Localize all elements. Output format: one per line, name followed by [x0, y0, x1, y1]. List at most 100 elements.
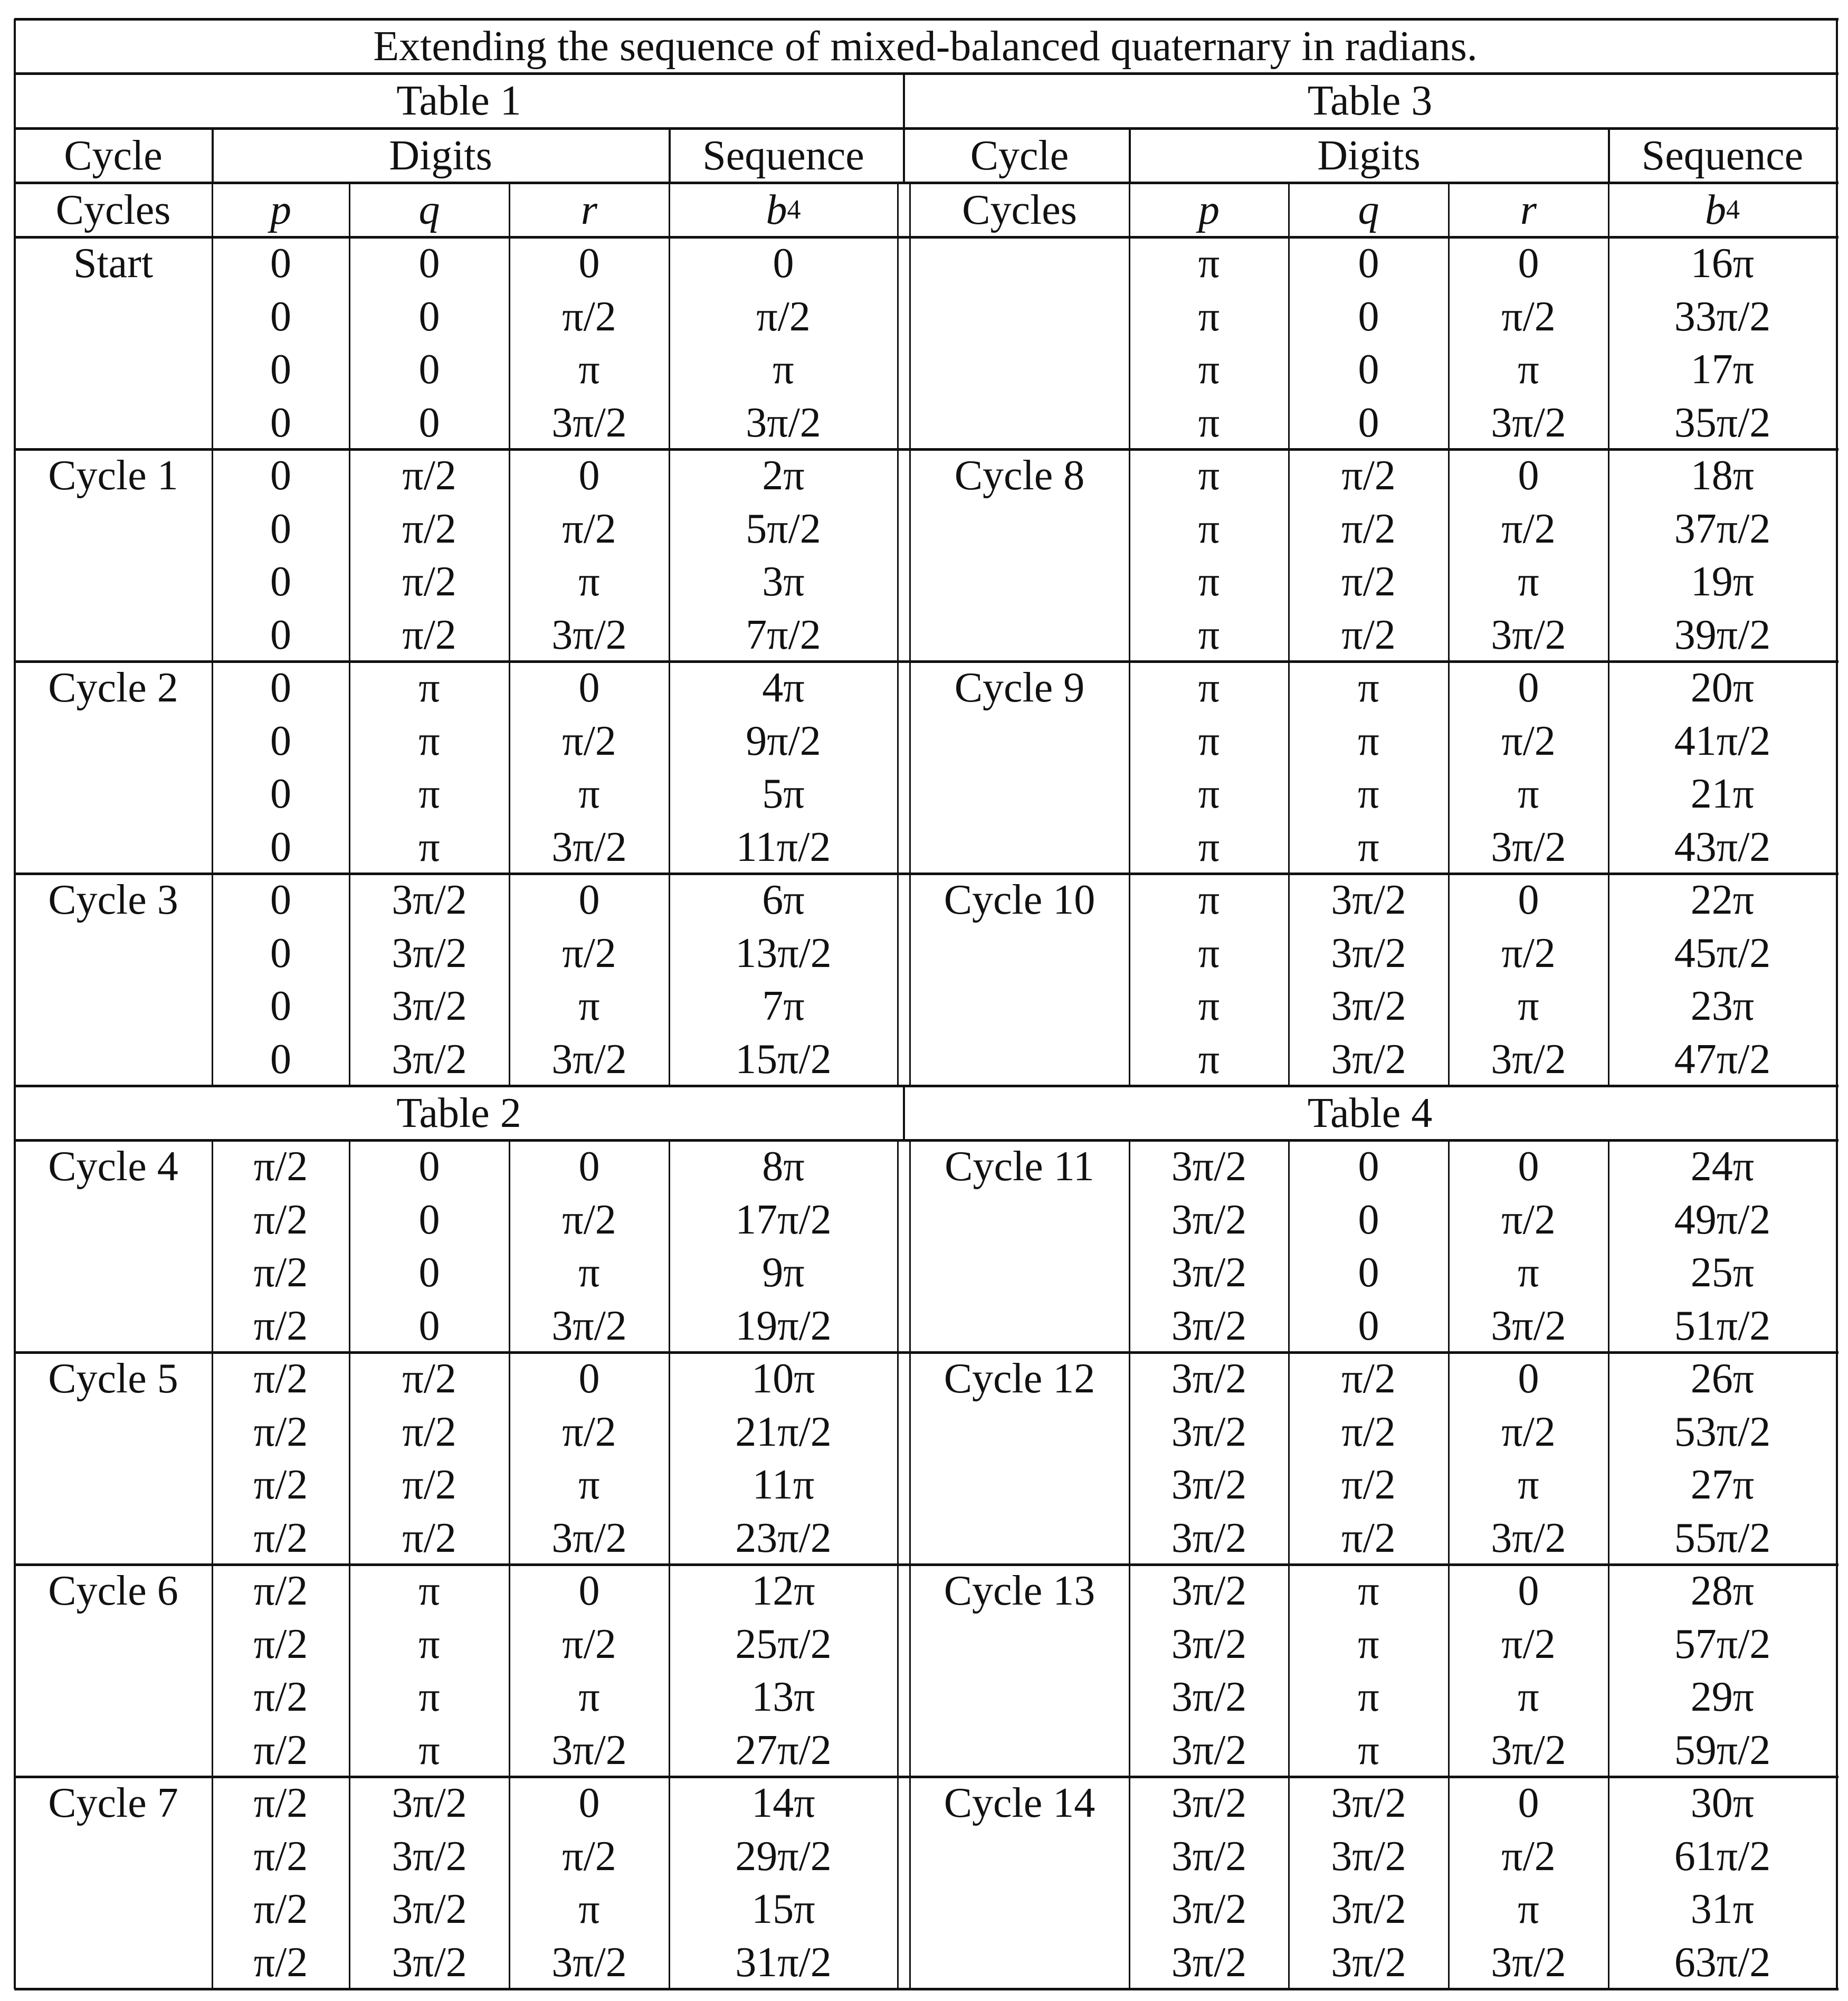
sequence-b4: 26π — [1690, 1355, 1755, 1402]
rule-vertical — [897, 183, 899, 1086]
header-q: q — [1358, 186, 1379, 233]
sequence-b4: 14π — [751, 1780, 815, 1827]
digit-q: π/2 — [402, 1355, 456, 1402]
digit-q: π — [1358, 1620, 1379, 1667]
digit-r: π — [578, 1886, 600, 1933]
sequence-b4: 22π — [1690, 877, 1755, 924]
digit-p: π/2 — [253, 1143, 308, 1190]
sequence-b4: 17π — [1690, 346, 1755, 393]
digit-q: 0 — [1358, 240, 1379, 287]
digit-q: 0 — [1358, 346, 1379, 393]
digit-q: 3π/2 — [392, 877, 467, 924]
sequence-b4: 57π/2 — [1674, 1620, 1771, 1667]
digit-p: 3π/2 — [1171, 1833, 1247, 1880]
sequence-b4: 33π/2 — [1674, 293, 1771, 340]
digit-r: 0 — [578, 665, 600, 712]
digit-r: π/2 — [1501, 1833, 1556, 1880]
sequence-b4: π — [773, 346, 794, 393]
digit-p: π/2 — [253, 1355, 308, 1402]
digit-r: π — [1518, 983, 1539, 1030]
digit-p: 0 — [270, 1036, 291, 1083]
sequence-b4: 28π — [1690, 1568, 1755, 1615]
rule-vertical — [1129, 183, 1130, 1086]
digit-r: π/2 — [1501, 717, 1556, 764]
digit-q: 3π/2 — [1331, 877, 1406, 924]
rule-vertical — [1129, 1140, 1130, 1989]
sequence-b4: 10π — [751, 1355, 815, 1402]
cycle-label: Cycle 2 — [48, 665, 178, 712]
digit-r: π/2 — [562, 1196, 616, 1243]
rule-vertical — [1129, 128, 1131, 183]
digit-r: 3π/2 — [1491, 823, 1566, 870]
digit-p: 0 — [270, 346, 291, 393]
digit-r: π/2 — [1501, 505, 1556, 552]
digit-r: 3π/2 — [551, 1302, 627, 1349]
table-title: Extending the sequence of mixed-balanced… — [373, 23, 1478, 70]
digit-q: π — [418, 1727, 440, 1774]
digit-r: 3π/2 — [1491, 1939, 1566, 1986]
cycle-label: Cycle 6 — [48, 1568, 178, 1615]
digit-p: 0 — [270, 505, 291, 552]
digit-r: π/2 — [562, 1833, 616, 1880]
rule-horizontal — [14, 660, 1839, 663]
digit-p: π — [1198, 293, 1220, 340]
sequence-b4: 2π — [762, 452, 805, 499]
rule-vertical — [1288, 183, 1290, 1086]
cycle-label: Cycle 4 — [48, 1143, 178, 1190]
digit-q: π — [1358, 717, 1379, 764]
sequence-b4: 11π/2 — [736, 823, 831, 870]
digit-q: π/2 — [402, 1514, 456, 1561]
digit-q: π — [418, 1568, 440, 1615]
digit-p: 0 — [270, 452, 291, 499]
digit-q: π/2 — [402, 611, 456, 658]
sequence-b4: 24π — [1690, 1143, 1755, 1190]
rule-vertical — [1608, 183, 1609, 1086]
sequence-b4: 18π — [1690, 452, 1755, 499]
header-cycle: Cycle — [970, 132, 1069, 179]
rule-horizontal — [14, 18, 1839, 21]
digit-q: 0 — [1358, 1302, 1379, 1349]
sequence-b4: 21π — [1690, 771, 1755, 818]
digit-r: π — [578, 1462, 600, 1509]
digit-p: π/2 — [253, 1408, 308, 1455]
rule-vertical — [349, 1140, 350, 1989]
sequence-b4: 3π/2 — [746, 399, 821, 446]
digit-r: 3π/2 — [551, 823, 627, 870]
sequence-b4: 47π/2 — [1674, 1036, 1771, 1083]
digit-p: 3π/2 — [1171, 1886, 1247, 1933]
sequence-b4: 63π/2 — [1674, 1939, 1771, 1986]
digit-q: 3π/2 — [392, 1939, 467, 1986]
digit-p: π/2 — [253, 1568, 308, 1615]
digit-p: 3π/2 — [1171, 1462, 1247, 1509]
table-label: Table 4 — [1307, 1089, 1433, 1136]
digit-p: 0 — [270, 293, 291, 340]
sequence-b4: 9π — [762, 1249, 805, 1296]
digit-p: 0 — [270, 717, 291, 764]
cycle-label: Cycle 10 — [944, 877, 1096, 924]
sequence-b4: 17π/2 — [735, 1196, 832, 1243]
cycle-label: Cycle 13 — [944, 1568, 1096, 1615]
header-b-subscript: 4 — [1726, 194, 1740, 225]
rule-horizontal — [14, 236, 1839, 239]
digit-q: 0 — [1358, 293, 1379, 340]
digit-q: 3π/2 — [1331, 1833, 1406, 1880]
digit-p: π — [1198, 452, 1220, 499]
header-b-symbol: b — [1705, 186, 1726, 233]
sequence-b4: 25π/2 — [735, 1620, 832, 1667]
digit-r: π/2 — [562, 1408, 616, 1455]
rule-horizontal — [14, 1139, 1839, 1142]
digit-p: 0 — [270, 240, 291, 287]
sequence-b4: 13π/2 — [735, 930, 832, 976]
digit-r: 0 — [1518, 240, 1539, 287]
digit-p: 3π/2 — [1171, 1780, 1247, 1827]
digit-r: 3π/2 — [551, 399, 627, 446]
sequence-b4: 0 — [773, 240, 794, 287]
rule-vertical — [1448, 183, 1450, 1086]
rule-horizontal — [14, 1988, 1839, 1990]
digit-q: 3π/2 — [1331, 983, 1406, 1030]
digit-p: π/2 — [253, 1833, 308, 1880]
digit-r: 0 — [578, 1568, 600, 1615]
digit-q: 0 — [418, 1302, 440, 1349]
sequence-b4: 16π — [1690, 240, 1755, 287]
